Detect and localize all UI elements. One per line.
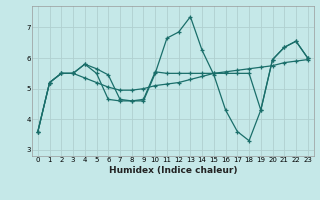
X-axis label: Humidex (Indice chaleur): Humidex (Indice chaleur) bbox=[108, 166, 237, 175]
